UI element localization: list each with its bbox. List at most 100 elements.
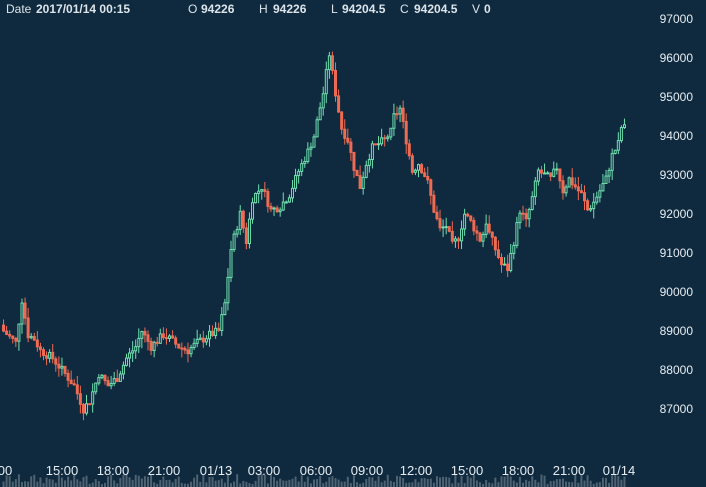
candle-body: [466, 213, 470, 217]
candle: [592, 193, 596, 219]
candle: [546, 171, 550, 175]
volume-bar: [478, 482, 481, 487]
candle: [143, 327, 147, 343]
candle: [533, 177, 537, 205]
volume-bar: [546, 483, 549, 487]
volume-bar: [537, 482, 540, 487]
candle-body: [195, 338, 199, 344]
volume-bar: [411, 482, 414, 487]
candle: [334, 62, 338, 102]
candle-body: [106, 380, 110, 387]
candle-body: [29, 335, 33, 339]
candles: [2, 51, 626, 421]
y-tick-label: 92000: [660, 207, 694, 221]
candle: [327, 51, 331, 79]
candle: [183, 346, 187, 354]
volume-bar: [555, 479, 558, 487]
date-label: Date: [6, 2, 32, 16]
candle-body: [417, 164, 421, 171]
volume-bar: [540, 474, 543, 487]
candle-body: [214, 327, 218, 337]
candle: [300, 159, 304, 177]
candle: [235, 225, 239, 238]
candle-body: [453, 238, 457, 242]
candle-body: [287, 197, 291, 203]
volume-bar: [171, 482, 174, 487]
volume-bar: [251, 483, 254, 487]
candle: [266, 188, 270, 213]
volume-bar: [143, 476, 146, 487]
volume-bar: [150, 474, 153, 487]
volume-bar: [389, 480, 392, 487]
volume-bar: [263, 474, 266, 487]
candle: [297, 168, 301, 184]
y-tick-label: 88000: [660, 363, 694, 377]
volume-bar: [254, 480, 257, 487]
candle-body: [69, 379, 73, 385]
candle-body: [140, 331, 144, 339]
candle: [140, 330, 144, 349]
candle: [564, 184, 568, 197]
candle-body: [152, 341, 156, 351]
candle: [226, 268, 230, 311]
candle: [180, 342, 184, 358]
volume-bar: [300, 475, 303, 487]
candle: [496, 240, 500, 260]
candle-body: [386, 136, 390, 139]
volume-bar: [482, 483, 485, 487]
candle-body: [573, 184, 577, 188]
volume-bar: [472, 474, 475, 487]
candle-body: [478, 232, 482, 242]
volume-bar: [343, 481, 346, 487]
candle: [75, 376, 79, 400]
candle: [364, 160, 368, 179]
volume-bar: [88, 483, 91, 487]
candle: [8, 330, 12, 339]
candle: [521, 205, 525, 221]
candle: [383, 134, 387, 147]
candle: [613, 149, 617, 155]
volume-bar: [42, 483, 45, 487]
candle-body: [576, 186, 580, 192]
candle: [543, 163, 547, 175]
volume-bar: [276, 480, 279, 487]
candle: [616, 132, 620, 155]
candle: [177, 343, 181, 349]
candle-body: [247, 218, 251, 245]
candle-body: [493, 236, 497, 251]
candle-body: [500, 257, 504, 266]
x-tick-label: 18:00: [97, 463, 130, 478]
candle-body: [610, 152, 614, 171]
candle: [573, 177, 577, 190]
candle: [69, 370, 73, 385]
volume-bar: [340, 481, 343, 487]
volume-bar: [79, 481, 82, 487]
volume-bar: [445, 476, 448, 487]
candle-body: [441, 226, 445, 229]
volume-bar: [356, 482, 359, 487]
volume-bar: [392, 481, 395, 487]
candle-body: [543, 172, 547, 175]
candle-body: [51, 351, 55, 360]
volume-bar: [349, 483, 352, 487]
candle: [481, 231, 485, 248]
candle: [281, 192, 285, 211]
candle: [463, 208, 467, 236]
candle-body: [20, 302, 24, 325]
candle: [506, 254, 510, 277]
candle: [115, 369, 119, 383]
candle-body: [607, 169, 611, 177]
candle-body: [54, 358, 58, 365]
candle: [524, 208, 528, 227]
x-tick-label: 21:00: [148, 463, 181, 478]
candle: [121, 361, 125, 380]
volume-bar: [417, 482, 420, 487]
y-tick-label: 93000: [660, 168, 694, 182]
candle-body: [60, 365, 64, 369]
volume-bar: [460, 475, 463, 487]
volume-bar: [592, 483, 595, 487]
volume-bar: [196, 474, 199, 487]
volume-bar: [319, 476, 322, 487]
candle: [232, 230, 236, 253]
candle: [567, 176, 571, 188]
